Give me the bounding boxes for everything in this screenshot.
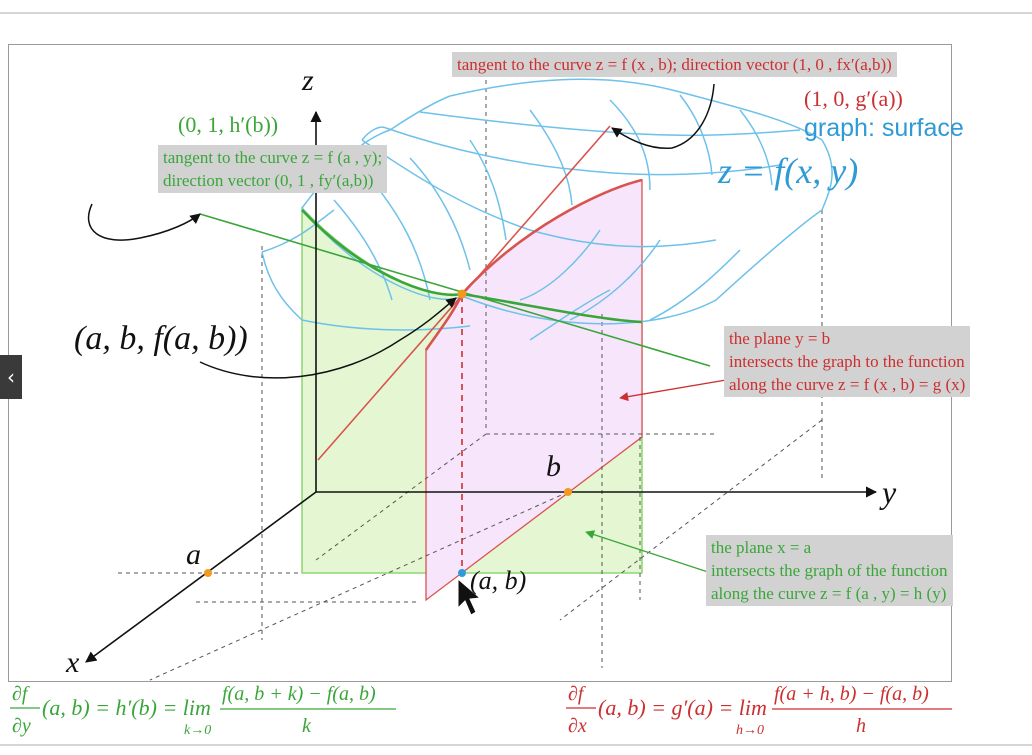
bottom-divider <box>0 744 1032 746</box>
plane-y-pointer <box>619 379 727 402</box>
curve-z-f-x-b <box>424 178 643 351</box>
previous-slide-button[interactable]: ‹ <box>0 355 22 399</box>
formula-partial-y: ∂f ∂y (a, b) = h′(b) = lim k→0 f(a, b + … <box>10 683 396 738</box>
partial-y-frac-den: k <box>302 715 312 737</box>
tangent-x-box: tangent to the curve z = f (x , b); dire… <box>452 52 897 77</box>
point-ab-base <box>458 569 466 577</box>
axis-label-x: x <box>66 646 80 679</box>
vector-label-g: (1, 0, g′(a)) <box>804 86 903 111</box>
partial-y-frac-num: f(a, b + k) − f(a, b) <box>222 683 376 705</box>
point-label-abf: (a, b, f(a, b)) <box>74 320 248 357</box>
tangent-x-text: tangent to the curve z = f (x , b); dire… <box>457 55 892 74</box>
formula-partial-x: ∂f ∂x (a, b) = g′(a) = lim h→0 f(a + h, … <box>566 683 952 738</box>
tangent-y-line-1: tangent to the curve z = f (a , y); <box>163 148 383 167</box>
partial-x-frac-num: f(a + h, b) − f(a, b) <box>774 683 929 705</box>
plane-x-line-3: along the curve z = f (a , y) = h (y) <box>711 584 947 603</box>
partial-x-den: ∂x <box>568 715 587 737</box>
partial-y-lim-sub: k→0 <box>184 723 211 738</box>
plane-y-line-1: the plane y = b <box>729 329 831 348</box>
axis-label-z: z <box>302 64 314 97</box>
partial-x-frac-den: h <box>856 715 866 737</box>
plane-x-box: the plane x = a intersects the graph of … <box>706 535 953 606</box>
tangent-y-line-2: direction vector (0, 1 , fy′(a,b)) <box>163 171 374 190</box>
partial-x-num: ∂f <box>568 683 586 705</box>
partial-y-den: ∂y <box>12 715 31 737</box>
point-label-a: a <box>186 538 201 571</box>
vector-label-h: (0, 1, h′(b)) <box>178 112 279 137</box>
tangent-line-y-direction <box>199 213 711 367</box>
partial-y-num: ∂f <box>12 683 30 705</box>
plane-y-box: the plane y = b intersects the graph to … <box>724 326 971 397</box>
plane-x-line-1: the plane x = a <box>711 538 812 557</box>
surface-equation: z = f(x, y) <box>718 151 859 191</box>
point-label-b: b <box>546 450 561 483</box>
axis-label-y: y <box>882 474 897 510</box>
point-b-on-y-axis <box>564 488 572 496</box>
callout-arrows <box>87 83 715 379</box>
plane-y-line-2: intersects the graph to the function <box>729 352 965 371</box>
chevron-left-icon: ‹ <box>7 365 15 389</box>
plane-y-line-3: along the curve z = f (x , b) = g (x) <box>729 375 966 394</box>
plane-x-pointer <box>585 530 709 573</box>
partial-y-mid: (a, b) = h′(b) = lim <box>42 695 211 720</box>
mouse-cursor-icon <box>457 577 482 616</box>
point-a-on-x-axis <box>204 569 212 577</box>
plane-x-line-2: intersects the graph of the function <box>711 561 948 580</box>
tangent-y-box: tangent to the curve z = f (a , y); dire… <box>158 145 388 193</box>
graph-surface-label: graph: surface <box>804 114 964 142</box>
partial-x-mid: (a, b) = g′(a) = lim <box>598 695 767 720</box>
partial-x-lim-sub: h→0 <box>736 723 764 738</box>
top-divider <box>0 12 1032 14</box>
point-label-ab: (a, b) <box>470 566 527 595</box>
point-a-f-ab <box>457 289 467 299</box>
